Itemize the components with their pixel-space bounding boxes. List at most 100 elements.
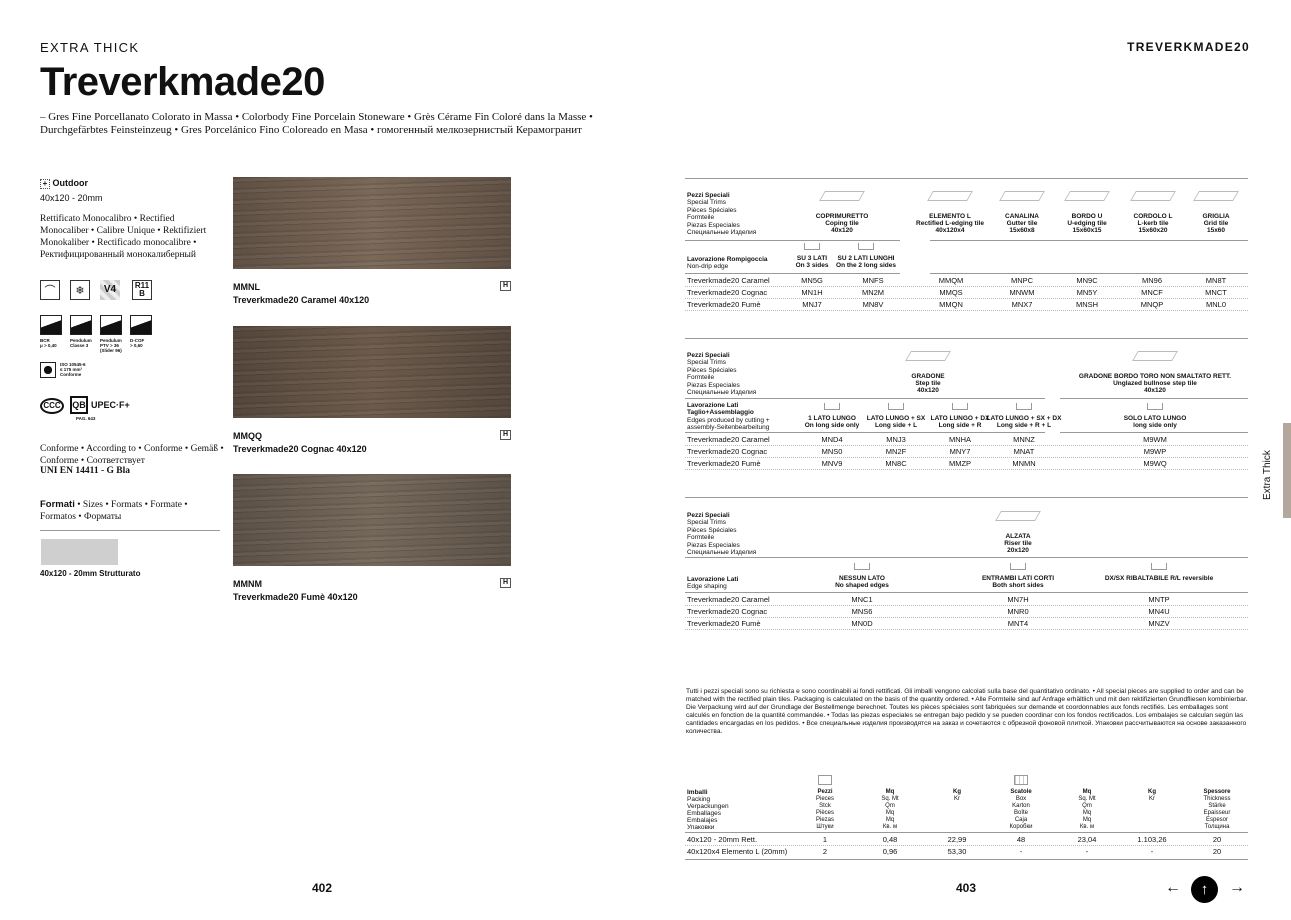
packing-cell: 20 xyxy=(1212,847,1222,856)
edge-shape-icon xyxy=(952,403,968,410)
product-code-cell: MN1H xyxy=(801,288,823,297)
format-swatch xyxy=(41,539,118,565)
process-name: LATO LUNGO + SX + DX xyxy=(986,415,1062,422)
product-code-cell: MN5Y xyxy=(1076,288,1098,297)
r11-text: R11 xyxy=(134,281,150,290)
row-divider xyxy=(685,605,1248,606)
trim-name: ALZATA xyxy=(1005,533,1031,540)
row-label: Treverkmade20 Caramel xyxy=(687,276,770,285)
packing-col-header: Штуки xyxy=(816,824,834,830)
packing-row-label: 40x120 - 20mm Rett. xyxy=(687,835,758,844)
product-code-cell: MN2F xyxy=(885,447,907,456)
table-rule xyxy=(685,338,1248,339)
divider xyxy=(40,530,220,531)
trim-name: GRADONE xyxy=(911,373,945,380)
trim-desc: Gutter tile xyxy=(1006,220,1038,227)
process-desc: Both short sides xyxy=(992,582,1044,589)
product-code-cell: MNPC xyxy=(1010,276,1034,285)
label-line: Pièces Spéciales xyxy=(687,206,737,214)
product-code-cell: MN8T xyxy=(1205,276,1227,285)
trim-shape-icon xyxy=(927,191,973,201)
slip-caption: PTV > 36 xyxy=(100,343,119,348)
r11-b-icon: R11 B xyxy=(132,280,152,300)
proc-label: Lavorazione Rompigoccia xyxy=(687,256,768,263)
r11-b-text: B xyxy=(139,289,145,298)
edge-shape-icon xyxy=(1151,563,1167,570)
packing-cell: 1.103,26 xyxy=(1137,835,1167,844)
section-kicker: EXTRA THICK xyxy=(40,40,140,55)
table-rule xyxy=(685,273,900,274)
product-code-cell: MNMN xyxy=(1012,459,1036,468)
formati-bold: Formati xyxy=(40,499,75,510)
rectified-text: Rettificato Monocalibro • Rectified Mono… xyxy=(40,214,207,260)
row-label: Treverkmade20 Fumè xyxy=(687,619,761,628)
formati-rest: • Sizes • Formats • Formate • Formatos •… xyxy=(40,500,188,522)
process-desc: long side only xyxy=(1133,422,1177,429)
trim-desc: L-kerb tile xyxy=(1137,220,1169,227)
trim-name: ELEMENTO L xyxy=(929,213,971,220)
packing-col-header: Kr xyxy=(1149,796,1155,802)
trim-size: 15x60 xyxy=(1206,227,1226,234)
product-code-cell: MNY7 xyxy=(949,447,971,456)
back-to-top-button[interactable]: ↑ xyxy=(1191,876,1218,903)
packing-col-header: Scatole xyxy=(1010,789,1032,795)
row-label: Treverkmade20 Cognac xyxy=(687,288,768,297)
row-label: Treverkmade20 Caramel xyxy=(687,435,770,444)
table-rule xyxy=(685,240,900,241)
product-code-cell: MNX7 xyxy=(1011,300,1033,309)
row-divider xyxy=(685,298,1248,299)
packing-label: Imballi xyxy=(687,789,708,796)
packing-label: Embalajes xyxy=(687,817,718,824)
product-code-cell: MNC1 xyxy=(851,595,873,604)
prev-page-arrow-icon[interactable]: ← xyxy=(1165,879,1181,896)
process-desc: No shaped edges xyxy=(835,582,889,589)
packing-col-header: Stärke xyxy=(1208,803,1226,809)
product-code-cell: MMQS xyxy=(939,288,963,297)
packing-col-header: Толщина xyxy=(1204,824,1230,830)
packing-col-header: Sq. Mt xyxy=(881,796,899,802)
section-label: Pezzi Speciali xyxy=(687,512,730,519)
process-name: LATO LUNGO + DX xyxy=(930,415,990,422)
trim-desc: Step tile xyxy=(915,380,941,387)
slip-resistance-icon xyxy=(100,315,122,335)
packing-col-header: Mq xyxy=(885,817,895,823)
outdoor-icon: + xyxy=(40,179,50,189)
h-badge: H xyxy=(500,281,511,291)
slip-caption: BCR xyxy=(40,338,50,343)
trim-name: COPRIMURETTO xyxy=(815,213,869,220)
product-code: MMQQ xyxy=(233,431,262,441)
packing-label: Emballages xyxy=(687,810,721,817)
edge-shape-icon xyxy=(1147,403,1163,410)
edge-shape-icon xyxy=(854,563,870,570)
process-name: SU 2 LATI LUNGHI xyxy=(837,255,895,262)
product-code-cell: MNHA xyxy=(948,435,972,444)
process-name: NESSUN LATO xyxy=(839,575,885,582)
row-label: Treverkmade20 Cognac xyxy=(687,607,768,616)
process-name: DX/SX RIBALTABILE R/L reversible xyxy=(1104,575,1214,582)
packing-col-header: Karton xyxy=(1012,803,1030,809)
product-code-cell: MNNZ xyxy=(1013,435,1035,444)
proc-label: assembly-Seitenbearbeitung xyxy=(687,424,770,432)
label-line: Специальные Изделия xyxy=(687,389,757,396)
packing-row-label: 40x120x4 Elemento L (20mm) xyxy=(687,847,788,856)
product-code-cell: MNSH xyxy=(1075,300,1099,309)
product-code-cell: MNWM xyxy=(1009,288,1035,297)
table-rule xyxy=(930,273,1248,274)
outdoor-label: + Outdoor xyxy=(40,178,88,189)
conforme-text: Conforme • According to • Conforme • Gem… xyxy=(40,444,224,466)
next-page-arrow-icon[interactable]: → xyxy=(1229,879,1245,896)
row-label: Treverkmade20 Fumè xyxy=(687,459,761,468)
side-tab-marker[interactable] xyxy=(1283,423,1291,518)
upec-label: UPEC·F+ xyxy=(91,400,130,410)
trim-name: GRIGLIA xyxy=(1202,213,1230,220)
packing-cell: 22,99 xyxy=(947,835,967,844)
slip-resistance-icon xyxy=(130,315,152,335)
product-code-cell: MN8V xyxy=(862,300,884,309)
label-line: Formteile xyxy=(687,214,715,222)
side-tab-label[interactable]: Extra Thick xyxy=(1262,450,1273,500)
edge-shape-icon xyxy=(804,243,820,250)
table-rule xyxy=(685,557,1248,558)
page-number-left: 402 xyxy=(312,881,333,895)
abrasion-icon xyxy=(40,362,56,378)
row-label: Treverkmade20 Caramel xyxy=(687,595,770,604)
